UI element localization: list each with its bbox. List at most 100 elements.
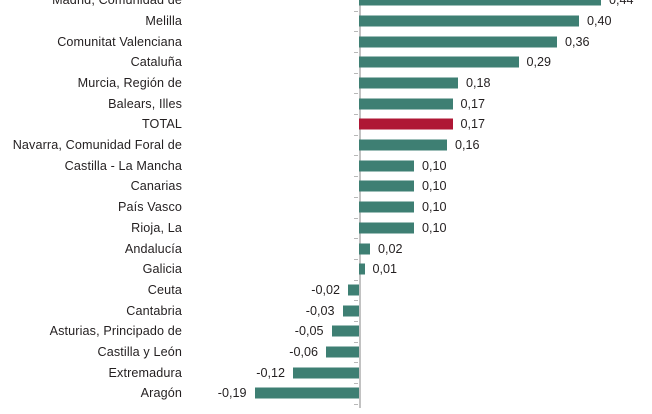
chart-row: Asturias, Principado de -0,05: [0, 321, 652, 342]
category-label: Madrid, Comunidad de: [52, 0, 182, 8]
bar: [293, 367, 359, 379]
value-label: -0,19: [217, 386, 247, 401]
category-label: Comunitat Valenciana: [57, 34, 182, 49]
chart-row: Ceuta -0,02: [0, 280, 652, 301]
value-label: -0,06: [289, 345, 318, 360]
chart-row: Galicia 0,01: [0, 259, 652, 280]
axis-tick: [354, 321, 358, 322]
category-label: Melilla: [145, 13, 182, 28]
bar: [359, 160, 414, 172]
category-label: Castilla - La Mancha: [64, 158, 182, 173]
value-label: -0,03: [305, 303, 335, 318]
chart-row: Canarias 0,10: [0, 176, 652, 197]
chart-row: Extremadura -0,12: [0, 362, 652, 383]
category-label: Canarias: [130, 179, 182, 194]
category-label: Ceuta: [147, 282, 182, 297]
category-label: Asturias, Principado de: [49, 324, 182, 339]
bar: [359, 222, 414, 234]
axis-tick: [354, 300, 358, 302]
value-label: 0,10: [422, 179, 447, 194]
chart-row: Cataluña 0,29: [0, 52, 652, 73]
value-label: 0,17: [460, 96, 486, 111]
value-label: 0,10: [422, 158, 447, 173]
category-label: Rioja, La: [131, 220, 182, 235]
bar: [359, 180, 414, 192]
value-label: 0,40: [587, 13, 612, 28]
value-label: -0,05: [294, 324, 324, 339]
category-label: Cantabria: [126, 303, 182, 318]
category-label: Castilla y León: [97, 345, 182, 360]
bar: [359, 139, 447, 151]
axis-tick: [354, 114, 358, 115]
category-label: Extremadura: [108, 365, 182, 380]
axis-tick: [354, 279, 358, 281]
chart-row: Cantabria -0,03: [0, 300, 652, 321]
value-label: 0,29: [526, 55, 552, 70]
axis-tick: [354, 10, 358, 12]
value-label: 0,36: [565, 34, 590, 49]
bar-total: [359, 118, 453, 130]
chart-row: Andalucía 0,02: [0, 238, 652, 259]
chart-row: Murcia, Región de 0,18: [0, 73, 652, 94]
category-label: Balears, Illes: [108, 96, 182, 111]
axis-tick: [354, 72, 358, 74]
bar: [359, 0, 601, 6]
bar: [331, 325, 359, 337]
bar: [326, 346, 359, 358]
category-label: Navarra, Comunidad Foral de: [12, 138, 182, 153]
axis-tick: [354, 258, 358, 260]
chart-row: Balears, Illes 0,17: [0, 93, 652, 114]
bar: [359, 263, 365, 275]
bar: [359, 77, 458, 89]
value-label: 0,17: [460, 117, 486, 132]
bar: [254, 387, 359, 399]
value-label: 0,16: [455, 138, 480, 153]
category-label: Galicia: [142, 262, 182, 277]
category-label: Cataluña: [130, 55, 182, 70]
chart-row: Aragón -0,19: [0, 383, 652, 404]
chart-row: Castilla y León -0,06: [0, 342, 652, 363]
axis-tick: [354, 51, 358, 53]
value-label: -0,12: [256, 365, 285, 380]
category-label: País Vasco: [117, 200, 182, 215]
axis-tick: [354, 134, 358, 136]
axis-tick: [354, 155, 358, 157]
axis-tick: [354, 31, 358, 33]
bar: [359, 56, 519, 68]
bar: [359, 243, 370, 255]
bar: [359, 15, 579, 27]
bar: [359, 36, 557, 48]
chart-row: Madrid, Comunidad de 0,44: [0, 0, 652, 11]
axis-tick: [354, 341, 358, 343]
chart-row: Comunitat Valenciana 0,36: [0, 31, 652, 52]
axis-tick: [354, 383, 358, 385]
chart-row: Navarra, Comunidad Foral de 0,16: [0, 135, 652, 156]
bar: [348, 284, 359, 296]
bar: [359, 98, 453, 110]
axis-tick: [354, 176, 358, 178]
category-label: TOTAL: [141, 117, 182, 132]
value-label: 0,01: [372, 262, 398, 277]
value-label: 0,02: [378, 241, 403, 256]
value-label: 0,10: [422, 200, 447, 215]
chart-row: Rioja, La 0,10: [0, 218, 652, 239]
category-label: Aragón: [140, 386, 182, 401]
axis-tick: [354, 238, 358, 240]
axis-tick: [354, 217, 358, 219]
bar: [342, 305, 359, 317]
axis-tick: [354, 93, 358, 95]
value-label: 0,18: [466, 75, 491, 90]
value-label: 0,44: [609, 0, 634, 8]
category-label: Murcia, Región de: [77, 75, 182, 90]
category-label: Andalucía: [124, 241, 182, 256]
chart-row: Castilla - La Mancha 0,10: [0, 155, 652, 176]
chart-row: Melilla 0,40: [0, 11, 652, 32]
axis-tick: [354, 196, 358, 198]
value-label: 0,10: [422, 220, 447, 235]
value-label: -0,02: [311, 282, 340, 297]
bar: [359, 201, 414, 213]
axis-tick: [354, 403, 358, 405]
axis-tick: [354, 362, 358, 364]
